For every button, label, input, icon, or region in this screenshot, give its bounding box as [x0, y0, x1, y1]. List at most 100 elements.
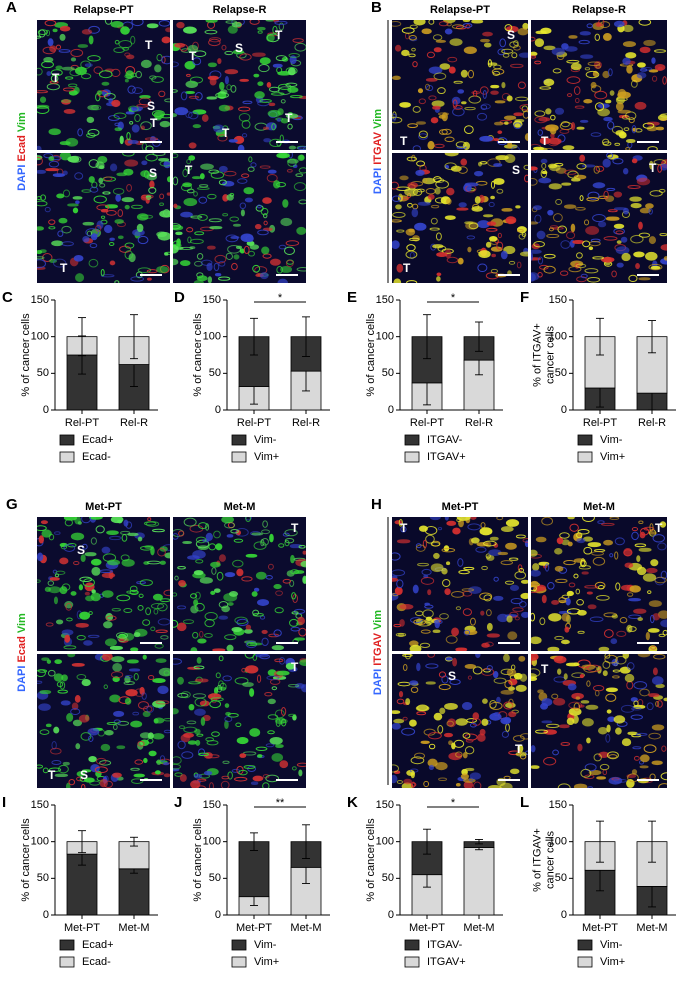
cell: [576, 252, 583, 259]
cell: [434, 187, 441, 195]
error-bar: [475, 839, 483, 845]
cell: [438, 777, 448, 782]
cell: [612, 158, 624, 165]
cell: [657, 164, 663, 173]
cell: [568, 582, 576, 588]
stain-label: DAPI ITGAV Vim: [372, 109, 384, 194]
cell: [89, 242, 98, 249]
cell: [284, 537, 295, 544]
cell: [204, 29, 218, 35]
cell: [251, 591, 258, 597]
cell: [204, 618, 215, 628]
region-label: T: [185, 163, 193, 177]
cell: [37, 104, 50, 109]
cell: [620, 236, 628, 243]
cell: [417, 201, 431, 206]
cell: [224, 634, 237, 641]
cell: [262, 782, 270, 788]
cell: [448, 66, 456, 74]
cell: [147, 737, 154, 744]
cell: [263, 138, 272, 143]
y-tick-label: 0: [561, 404, 567, 416]
cell: [545, 723, 560, 728]
cell: [482, 31, 493, 37]
cell: [224, 76, 229, 85]
cell: [574, 97, 580, 104]
cell: [654, 63, 666, 71]
cell: [229, 216, 240, 222]
cell: [241, 173, 250, 178]
cell: [615, 582, 621, 591]
cell: [157, 548, 166, 557]
cell: [615, 230, 624, 235]
cell: [609, 517, 620, 520]
cell: [249, 20, 260, 25]
error-bar: [78, 830, 86, 854]
cell: [252, 654, 258, 661]
cell: [614, 537, 625, 546]
cell: [67, 654, 76, 658]
cell: [559, 599, 567, 604]
cell: [457, 558, 464, 567]
cell: [65, 782, 71, 788]
y-tick-label: 50: [37, 367, 49, 379]
cell: [197, 213, 208, 221]
cell: [557, 783, 571, 788]
cell: [298, 199, 306, 205]
cell: [276, 670, 290, 676]
panel-letter: G: [6, 496, 18, 513]
cell: [463, 125, 474, 135]
cell: [557, 668, 562, 675]
cell: [493, 64, 502, 70]
cell: [152, 593, 163, 601]
x-tick-label: Rel-PT: [410, 417, 445, 429]
cell: [65, 76, 74, 80]
cell: [146, 277, 152, 281]
micrograph-bg: [531, 517, 667, 651]
cell: [551, 693, 559, 700]
cell: [508, 557, 519, 561]
cell: [265, 20, 275, 22]
cell: [299, 659, 306, 667]
cell: [455, 647, 468, 651]
cell: [585, 70, 600, 79]
cell: [161, 36, 170, 44]
cell: [489, 699, 497, 709]
cell: [531, 765, 540, 769]
cell: [481, 642, 490, 648]
region-label: T: [403, 261, 411, 275]
cell: [218, 680, 224, 689]
cell: [399, 102, 411, 108]
cell: [37, 67, 43, 76]
cell: [497, 130, 503, 135]
cell: [199, 173, 205, 180]
cell: [114, 39, 120, 45]
cell: [106, 530, 119, 536]
legend-label: Vim+: [254, 451, 279, 463]
cell: [98, 70, 113, 79]
cell: [520, 579, 528, 584]
cell: [580, 54, 594, 59]
cell: [184, 61, 196, 70]
cell: [480, 38, 490, 43]
cell: [464, 664, 477, 669]
cell: [649, 523, 654, 532]
cell: [441, 547, 456, 553]
cell: [486, 554, 495, 561]
cell: [271, 123, 276, 131]
y-tick-label: 0: [43, 404, 49, 416]
cell: [638, 547, 652, 552]
cell: [563, 673, 568, 680]
cell: [136, 223, 144, 233]
cell: [282, 578, 292, 584]
region-label: S: [235, 41, 243, 55]
y-tick-label: 150: [31, 294, 49, 306]
cell: [164, 252, 169, 256]
cell: [104, 730, 114, 736]
cell: [206, 96, 218, 100]
cell: [626, 774, 637, 779]
cell: [408, 53, 416, 58]
cell: [461, 101, 467, 105]
cell: [634, 101, 647, 110]
